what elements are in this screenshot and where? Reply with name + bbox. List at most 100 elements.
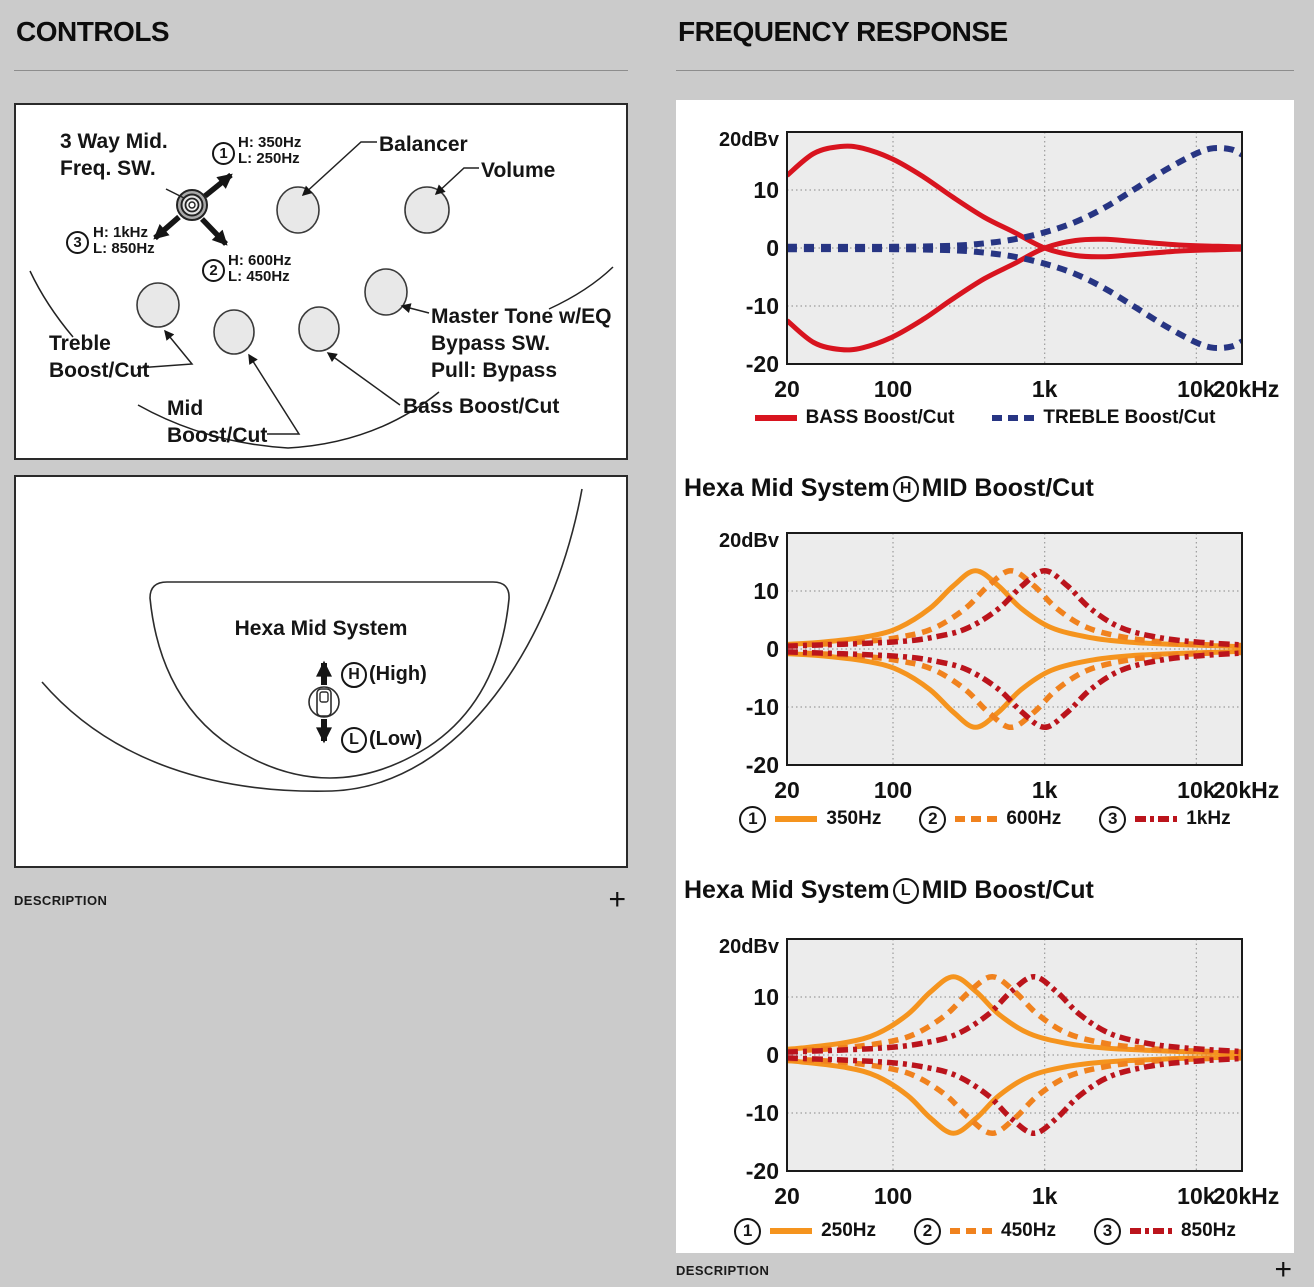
series-TREBLE Boost/Cut <box>787 144 1242 250</box>
expand-plus-icon[interactable]: + <box>1274 1253 1292 1286</box>
svg-text:100: 100 <box>874 1183 912 1209</box>
volume-label: Volume <box>481 159 556 182</box>
svg-text:10: 10 <box>753 177 779 203</box>
legend-item: TREBLE Boost/Cut <box>992 407 1215 429</box>
svg-text:10: 10 <box>753 578 779 604</box>
legend-label: BASS Boost/Cut <box>805 407 955 428</box>
legend-item: 1 250Hz <box>734 1217 876 1245</box>
leader-mid <box>248 353 301 435</box>
svg-text:10k: 10k <box>1177 376 1216 402</box>
plot-border <box>786 532 1243 766</box>
treble-label: Treble Boost/Cut <box>49 330 149 384</box>
position-3-low: L: 850Hz <box>93 240 155 257</box>
position-2-low: L: 450Hz <box>228 268 290 285</box>
series-850Hz <box>787 1055 1242 1137</box>
series-BASS Boost/Cut <box>787 236 1242 353</box>
controls-diagram-shapes <box>29 141 614 449</box>
mid-freq-switch-label-line1: 3 Way Mid. <box>60 130 168 153</box>
volume-knob <box>404 186 450 234</box>
legend-swatch-dashdot <box>1129 1228 1172 1234</box>
gridlines <box>787 533 1242 765</box>
description-accordion-left: DESCRIPTION + <box>14 884 628 916</box>
balancer-knob <box>276 186 320 234</box>
plot-border <box>786 938 1243 1172</box>
legend-item: 1 350Hz <box>739 805 882 833</box>
svg-text:20dBv: 20dBv <box>719 530 780 552</box>
expand-plus-icon[interactable]: + <box>608 883 626 916</box>
svg-text:10k: 10k <box>1177 777 1216 803</box>
leader-mid-freq-switch <box>165 188 185 199</box>
legend-swatch-solid <box>775 816 818 822</box>
circled-h-icon: H <box>892 475 919 502</box>
position-2-badge: 2 <box>202 259 225 282</box>
position-2-high: H: 600Hz <box>228 252 292 269</box>
svg-text:20: 20 <box>774 1183 800 1209</box>
low-letter-badge: L <box>341 727 367 753</box>
svg-text:20: 20 <box>774 777 800 803</box>
legend-item: BASS Boost/Cut <box>754 407 955 429</box>
heading-post: MID Boost/Cut <box>921 474 1094 502</box>
svg-text:-20: -20 <box>746 351 779 377</box>
legend-swatch-solid <box>754 415 797 421</box>
arrow-position-2 <box>200 217 228 246</box>
body-curve-left <box>29 270 74 338</box>
series-TREBLE Boost/Cut <box>787 246 1242 352</box>
series-450Hz <box>787 973 1242 1055</box>
master-tone-label-line3: Pull: Bypass <box>431 359 558 382</box>
legend-label: 450Hz <box>1001 1220 1056 1241</box>
section-divider <box>14 70 628 71</box>
legend-label: 850Hz <box>1180 1220 1236 1241</box>
balancer-label: Balancer <box>379 133 468 156</box>
svg-text:20dBv: 20dBv <box>719 129 780 151</box>
legend-label: TREBLE Boost/Cut <box>1043 407 1216 428</box>
legend-swatch-dashdot <box>1135 816 1178 822</box>
hexa-diagram-shapes <box>41 488 583 792</box>
series-curves <box>787 567 1242 731</box>
leader-bass <box>326 352 401 406</box>
high-letter-badge: H <box>341 662 367 688</box>
circled-number-icon: 3 <box>1099 805 1127 833</box>
svg-text:10k: 10k <box>1177 1183 1216 1209</box>
body-outline-curve <box>41 488 583 792</box>
svg-text:20kHz: 20kHz <box>1213 1183 1279 1209</box>
arrow-position-3 <box>153 214 181 241</box>
legend-item: 2 600Hz <box>919 805 1061 833</box>
pickguard-curve <box>137 391 440 449</box>
description-label: DESCRIPTION <box>14 892 108 908</box>
legend-label: 350Hz <box>826 808 882 829</box>
position-1-high: H: 350Hz <box>238 134 302 151</box>
plot-border <box>786 131 1243 365</box>
leader-volume <box>434 167 479 196</box>
arrow-position-1 <box>203 172 233 199</box>
controls-knob-diagram: 3 Way Mid. Freq. SW. 1 H: 350Hz L: 250Hz… <box>14 103 628 460</box>
low-label: (Low) <box>369 728 423 750</box>
position-3-badge: 3 <box>66 231 89 254</box>
master-tone-label-line1: Master Tone w/EQ <box>431 305 612 328</box>
bass-knob <box>298 306 340 352</box>
series-450Hz <box>787 1055 1242 1137</box>
section-divider <box>676 70 1294 71</box>
mid-label-line1: Mid <box>167 397 204 420</box>
svg-text:20kHz: 20kHz <box>1213 777 1279 803</box>
hexa-high-chart-heading: Hexa Mid System H MID Boost/Cut <box>684 474 1094 503</box>
series-curves <box>787 973 1242 1137</box>
body-curve-right <box>548 266 614 310</box>
master-tone-label-line2: Bypass SW. <box>431 332 551 355</box>
svg-text:-10: -10 <box>746 1100 779 1126</box>
position-3-high: H: 1kHz <box>93 224 149 241</box>
svg-text:100: 100 <box>874 777 912 803</box>
control-plate-outline <box>149 581 510 779</box>
svg-text:1k: 1k <box>1032 777 1058 803</box>
description-label: DESCRIPTION <box>676 1262 770 1278</box>
series-BASS Boost/Cut <box>787 143 1242 260</box>
svg-text:1k: 1k <box>1032 1183 1058 1209</box>
frequency-response-title: FREQUENCY RESPONSE <box>678 16 1008 47</box>
svg-text:10: 10 <box>753 984 779 1010</box>
svg-text:1k: 1k <box>1032 376 1058 402</box>
svg-text:-10: -10 <box>746 694 779 720</box>
y-tick-labels: 20dBv 10 0 -10 -20 <box>719 129 780 377</box>
controls-section-title: CONTROLS <box>16 16 170 47</box>
